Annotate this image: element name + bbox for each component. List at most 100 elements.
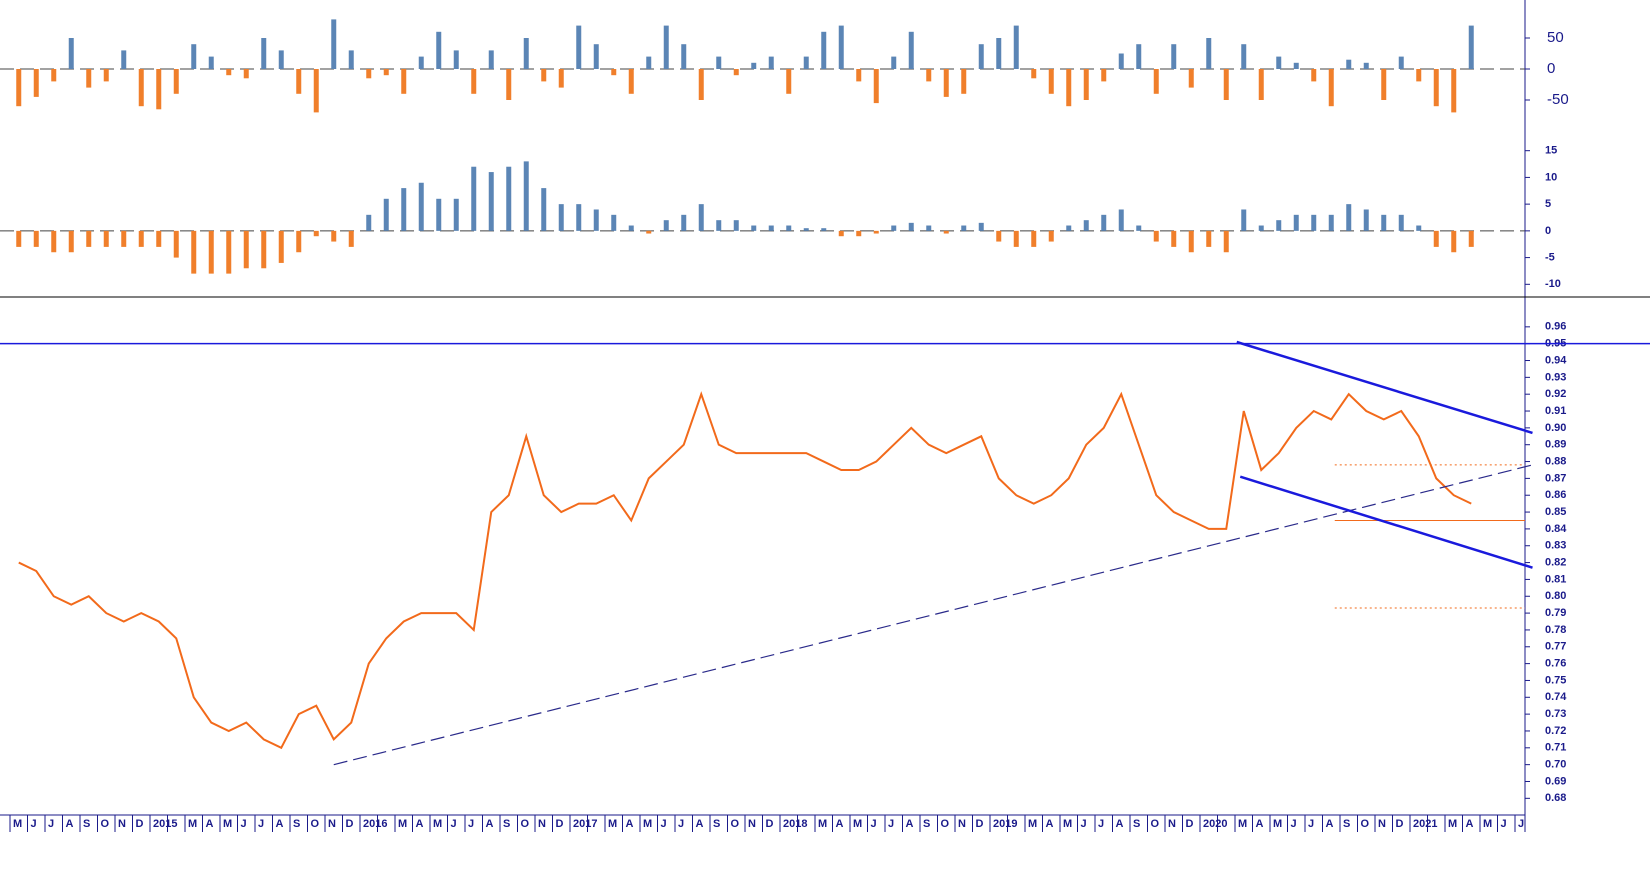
x-tick-label: 2017: [573, 818, 597, 830]
bar: [1398, 56, 1404, 69]
x-tick-label: M: [1483, 818, 1492, 830]
bar: [366, 69, 372, 79]
bar: [1101, 214, 1107, 231]
bar: [226, 230, 232, 274]
bar: [1013, 25, 1019, 70]
bar: [1311, 69, 1317, 82]
bar: [348, 230, 354, 247]
x-tick-label: O: [1361, 818, 1370, 830]
bar: [908, 31, 914, 69]
bar: [803, 56, 809, 69]
bar: [261, 38, 267, 69]
x-tick-label: J: [888, 818, 894, 830]
bar: [1363, 62, 1369, 69]
x-tick-label: 2021: [1413, 818, 1437, 830]
bar: [1066, 69, 1072, 107]
bar: [943, 230, 949, 234]
y-tick-label: 0.70: [1545, 759, 1566, 771]
bar: [873, 230, 879, 234]
bar: [611, 214, 617, 231]
y-tick-label: 0.75: [1545, 674, 1566, 686]
x-tick-label: A: [276, 818, 284, 830]
x-tick-label: D: [976, 818, 984, 830]
bar: [786, 225, 792, 231]
y-tick-label: 0.92: [1545, 388, 1566, 400]
bar: [541, 69, 547, 82]
bar: [1293, 62, 1299, 69]
x-tick-label: M: [608, 818, 617, 830]
bar: [138, 230, 144, 247]
bar: [523, 38, 529, 69]
x-tick-label: S: [293, 818, 300, 830]
bar: [103, 230, 109, 247]
bar: [698, 69, 704, 100]
y-tick-label: 0.71: [1545, 742, 1566, 754]
bar: [1223, 69, 1229, 100]
x-tick-label: D: [346, 818, 354, 830]
bar: [558, 204, 564, 231]
bar: [51, 69, 57, 82]
bar: [1258, 225, 1264, 231]
trend-line: [1239, 475, 1533, 569]
bar: [1468, 25, 1474, 70]
bar: [593, 209, 599, 231]
bar: [996, 38, 1002, 69]
bar: [681, 214, 687, 231]
bar: [1433, 69, 1439, 107]
bar: [401, 188, 407, 231]
bar: [1276, 56, 1282, 69]
x-tick-label: 2015: [153, 818, 177, 830]
bar: [908, 222, 914, 231]
bar: [173, 230, 179, 258]
y-tick-label: 0.86: [1545, 489, 1566, 501]
bar: [243, 230, 249, 269]
y-tick-label: 0.76: [1545, 658, 1566, 670]
bar: [1381, 69, 1387, 100]
bar: [838, 25, 844, 70]
x-tick-label: M: [853, 818, 862, 830]
y-tick-label: 0.87: [1545, 472, 1566, 484]
x-tick-label: O: [101, 818, 110, 830]
bar: [1048, 69, 1054, 94]
bar: [191, 230, 197, 274]
bar: [243, 69, 249, 79]
bar: [208, 56, 214, 69]
x-tick-label: D: [136, 818, 144, 830]
bar: [86, 69, 92, 88]
bar: [1328, 214, 1334, 231]
x-tick-label: S: [1343, 818, 1350, 830]
bar: [1188, 69, 1194, 88]
y-tick-label: 0.94: [1545, 354, 1567, 366]
x-tick-label: M: [1063, 818, 1072, 830]
x-tick-label: D: [1396, 818, 1404, 830]
x-tick-label: N: [1168, 818, 1176, 830]
bar: [68, 230, 74, 253]
x-tick-label: J: [1081, 818, 1087, 830]
bar: [226, 69, 232, 76]
bar: [733, 69, 739, 76]
x-tick-label: J: [871, 818, 877, 830]
bar: [1206, 38, 1212, 69]
y-tick-label: 0.74: [1545, 691, 1567, 703]
bar: [208, 230, 214, 274]
bar: [1136, 44, 1142, 69]
bar: [436, 198, 442, 231]
bar: [1101, 69, 1107, 82]
bar: [453, 198, 459, 231]
x-tick-label: O: [311, 818, 320, 830]
bar: [348, 50, 354, 69]
bar: [681, 44, 687, 69]
x-tick-label: J: [678, 818, 684, 830]
y-tick-label: -10: [1545, 278, 1561, 290]
x-tick-label: J: [1501, 818, 1507, 830]
x-tick-label: N: [958, 818, 966, 830]
bar: [628, 225, 634, 231]
bar: [1083, 69, 1089, 100]
bar: [1416, 225, 1422, 231]
bar: [121, 230, 127, 247]
bar: [453, 50, 459, 69]
bar: [751, 225, 757, 231]
bar: [1328, 69, 1334, 107]
